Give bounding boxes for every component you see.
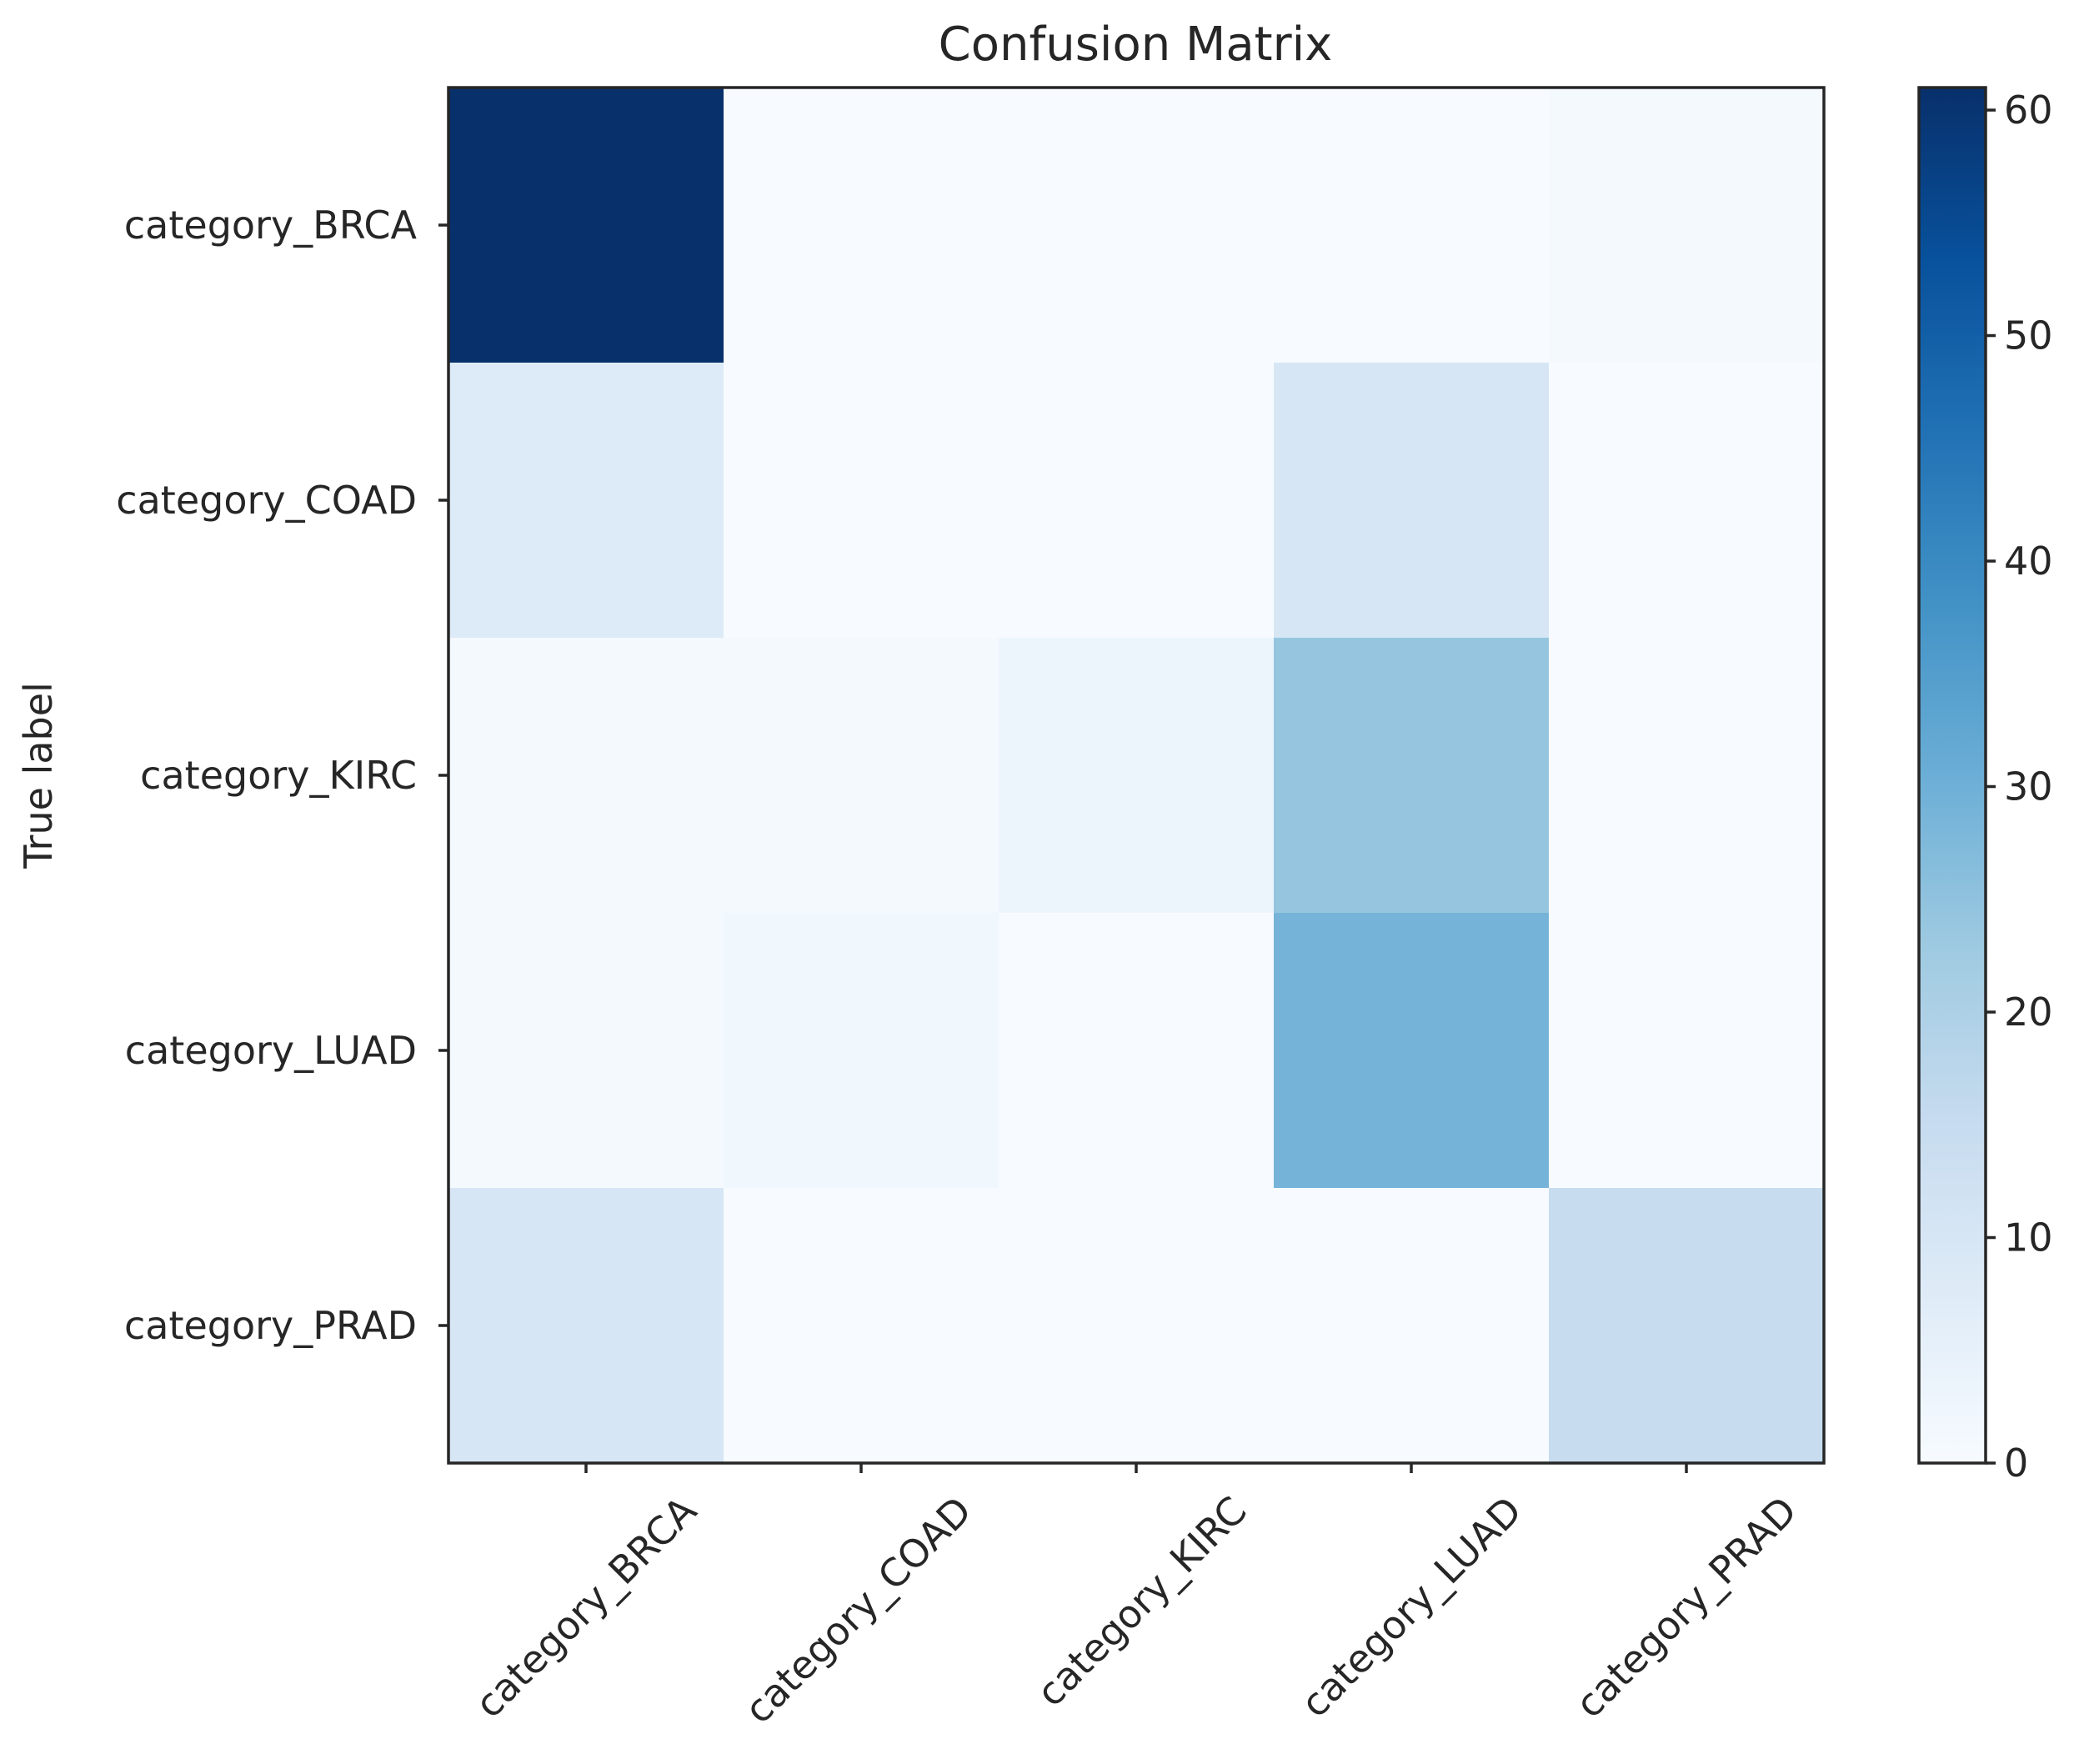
- y-tick-label: category_LUAD: [125, 1028, 417, 1073]
- x-tick-label: category_COAD: [736, 1488, 980, 1732]
- cell-category-luad-category-kirc: [999, 913, 1275, 1189]
- cell-category-luad-category-luad: [1274, 913, 1550, 1189]
- x-tick-label: category_BRCA: [466, 1487, 705, 1726]
- cell-category-kirc-category-coad: [724, 638, 999, 914]
- cell-category-luad-category-coad: [724, 913, 999, 1189]
- cell-category-coad-category-kirc: [999, 363, 1275, 639]
- x-axis-ticks: category_BRCA category_COAD category_KIRC c…: [466, 1463, 1806, 1732]
- y-tick-label: category_BRCA: [124, 203, 418, 248]
- cell-category-luad-category-prad: [1549, 913, 1825, 1189]
- chart-title: Confusion Matrix: [939, 18, 1333, 72]
- cell-category-kirc-category-kirc: [999, 638, 1275, 914]
- cell-category-luad-category-brca: [448, 913, 724, 1189]
- colorbar-tick-label: 60: [2004, 88, 2053, 133]
- cell-category-prad-category-kirc: [999, 1188, 1275, 1464]
- cell-category-coad-category-prad: [1549, 363, 1825, 639]
- cell-category-brca-category-coad: [724, 88, 999, 363]
- x-tick-label: category_PRAD: [1566, 1488, 1805, 1726]
- y-axis-ticks: category_BRCA category_COAD category_KIRCc…: [116, 203, 448, 1348]
- cell-category-prad-category-brca: [448, 1188, 724, 1464]
- y-axis-label: True label: [16, 682, 61, 869]
- cell-category-kirc-category-prad: [1549, 638, 1825, 914]
- colorbar-tick-label: 20: [2004, 990, 2053, 1035]
- cell-category-coad-category-brca: [448, 363, 724, 639]
- y-tick-label: category_PRAD: [124, 1303, 417, 1348]
- y-tick-label: category_KIRC: [140, 753, 417, 798]
- cell-category-prad-category-coad: [724, 1188, 999, 1464]
- colorbar-tick-label: 10: [2004, 1215, 2053, 1260]
- cell-category-brca-category-prad: [1549, 88, 1825, 363]
- colorbar-tick-label: 40: [2004, 539, 2053, 584]
- heatmap-cells: [448, 88, 1825, 1464]
- cell-category-prad-category-prad: [1549, 1188, 1825, 1464]
- colorbar-tick-label: 30: [2004, 764, 2053, 809]
- colorbar-tick-label: 0: [2004, 1441, 2028, 1486]
- colorbar: [1919, 88, 1986, 1463]
- x-tick-label: category_KIRC: [1028, 1488, 1255, 1716]
- cell-category-prad-category-luad: [1274, 1188, 1550, 1464]
- cell-category-kirc-category-brca: [448, 638, 724, 914]
- cell-category-kirc-category-luad: [1274, 638, 1550, 914]
- colorbar-tick-label: 50: [2004, 313, 2053, 358]
- cell-category-brca-category-luad: [1274, 88, 1550, 363]
- cell-category-brca-category-kirc: [999, 88, 1275, 363]
- cell-category-coad-category-coad: [724, 363, 999, 639]
- colorbar-frame: [1917, 86, 1987, 1465]
- cell-category-coad-category-luad: [1274, 363, 1550, 639]
- x-tick-label: category_LUAD: [1292, 1488, 1530, 1726]
- y-tick-label: category_COAD: [116, 478, 417, 523]
- cell-category-brca-category-brca: [448, 88, 724, 363]
- colorbar-ticks: 0 10 20 30 40 50 60: [1986, 88, 2053, 1486]
